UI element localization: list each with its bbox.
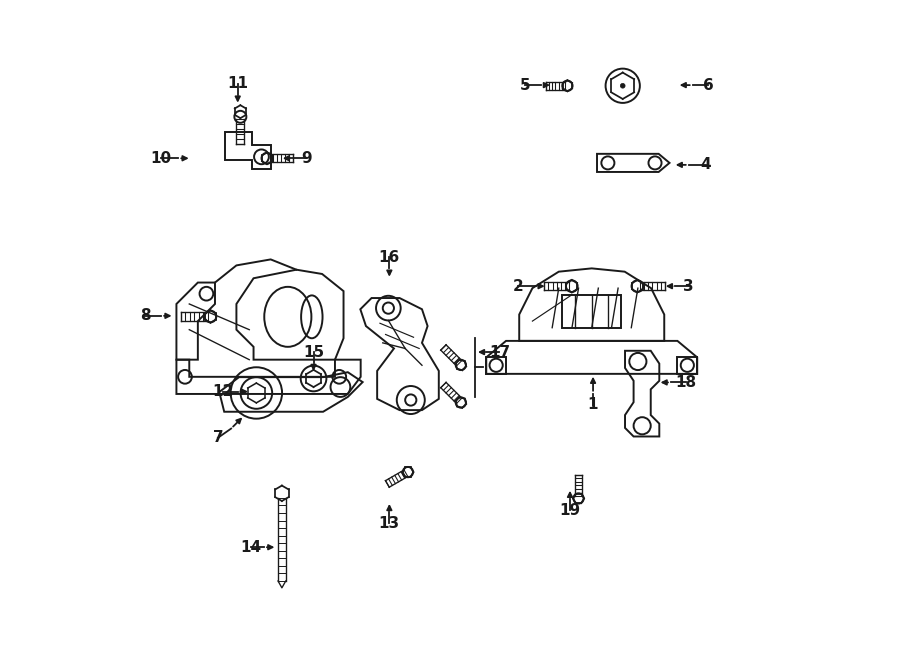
Text: 19: 19 [560,503,580,518]
Text: 13: 13 [379,516,400,531]
Text: 10: 10 [150,151,172,166]
Text: 7: 7 [212,430,223,446]
Text: 6: 6 [703,77,714,93]
Circle shape [620,83,625,88]
Text: 4: 4 [700,158,711,172]
Text: 8: 8 [140,308,151,323]
Text: 12: 12 [212,384,233,399]
Text: 14: 14 [240,540,262,555]
Text: 18: 18 [675,375,697,390]
Text: 1: 1 [588,397,598,412]
Text: 5: 5 [520,77,530,93]
Text: 17: 17 [489,345,510,359]
Text: 2: 2 [512,279,523,294]
Text: 16: 16 [379,250,400,265]
Text: 3: 3 [683,279,694,294]
Text: 11: 11 [227,76,248,91]
Text: 9: 9 [301,151,311,166]
Text: 15: 15 [303,345,324,359]
